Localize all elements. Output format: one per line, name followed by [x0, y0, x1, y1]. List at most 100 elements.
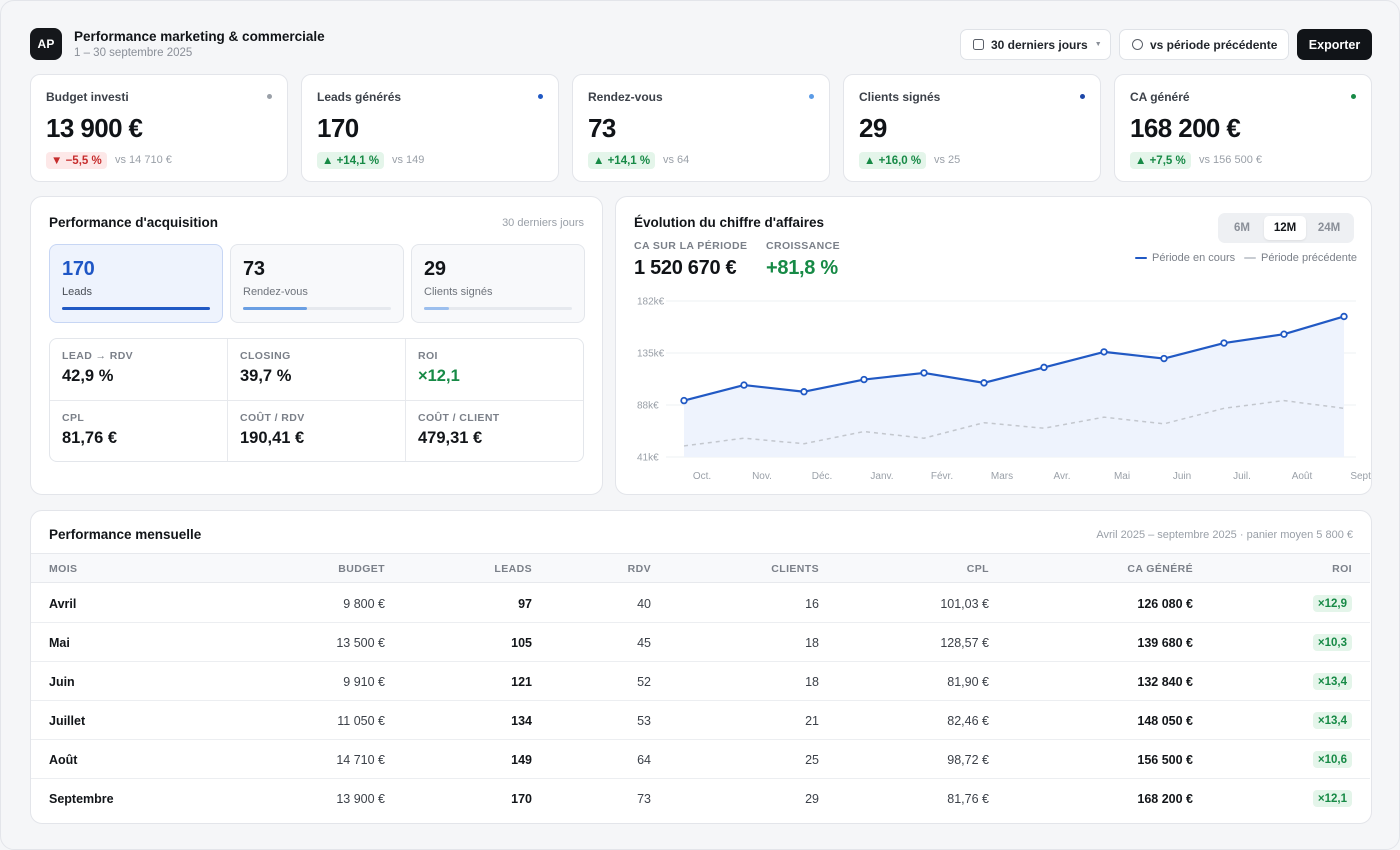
metrics-grid: LEAD → RDV 42,9 % CLOSING 39,7 % ROI ×12,1 CPL… [49, 338, 584, 462]
metric-value: 479,31 € [418, 429, 483, 447]
monthly-table-panel: Performance mensuelle Avril 2025 – septe… [30, 510, 1372, 824]
funnel-step-2[interactable]: 73 Rendez-vous [230, 244, 404, 323]
column-header[interactable]: ROI [1332, 563, 1352, 575]
growth-value: +81,8 % [766, 257, 838, 279]
kpi-status-dot [1080, 94, 1085, 99]
data-point [1280, 330, 1288, 338]
data-point [1160, 354, 1168, 363]
roi-badge: ×10,6 [1312, 751, 1352, 768]
cell-mois: Mai [49, 636, 70, 650]
kpi-delta-badge: ▲ +7,5 % [1130, 152, 1191, 169]
roi-badge: ×13,4 [1312, 712, 1352, 729]
x-tick-label: Sept. [1350, 471, 1371, 482]
kpi-status-dot [1351, 94, 1356, 99]
funnel-progress-fill [424, 307, 450, 310]
table-title: Performance mensuelle [49, 527, 202, 542]
metric-value: 190,41 € [240, 429, 305, 447]
kpi-card: Clients signés 29 ▲ +16,0 % vs 25 [843, 74, 1101, 182]
table-row[interactable]: Avril 9 800 € 97 40 16 101,03 € 126 080 € ×12,9 [31, 584, 1370, 623]
table-row[interactable]: Juin 9 910 € 121 52 18 81,90 € 132 840 € ×13,4 [31, 662, 1370, 701]
date-range-select[interactable]: 30 derniers jours ▼ [960, 29, 1111, 60]
kpi-status-dot [809, 94, 814, 99]
metric-label: COÛT / CLIENT [418, 412, 500, 424]
tab-24m[interactable]: 24M [1317, 222, 1341, 234]
y-tick-label: 88k€ [637, 401, 659, 412]
cell-rdv: 40 [637, 597, 651, 611]
kpi-value: 29 [859, 113, 887, 143]
metric-cell: CPL 81,76 € [50, 401, 228, 463]
column-header[interactable]: BUDGET [338, 563, 385, 575]
x-tick-label: Janv. [870, 471, 893, 482]
series-line-current [683, 315, 1345, 402]
cell-rdv: 52 [637, 675, 651, 689]
column-header[interactable]: MOIS [49, 563, 78, 575]
cell-ca: 132 840 € [1137, 675, 1193, 689]
data-point [920, 369, 928, 377]
table-row[interactable]: Juillet 11 050 € 134 53 21 82,46 € 148 050 € ×1… [31, 701, 1370, 740]
compare-toggle[interactable]: vs période précédente [1119, 29, 1289, 60]
cell-rdv: 73 [637, 792, 651, 806]
cell-budget: 11 050 € [337, 714, 385, 728]
roi-badge: ×12,9 [1312, 595, 1352, 612]
x-tick-label: Nov. [752, 471, 772, 482]
kpi-value: 170 [317, 113, 359, 143]
kpi-comparison: vs 14 710 € [115, 154, 172, 166]
cell-cpl: 82,46 € [947, 714, 989, 728]
column-header[interactable]: LEADS [494, 563, 532, 575]
table-row[interactable]: Août 14 710 € 149 64 25 98,72 € 156 500 € ×10,6 [31, 740, 1370, 779]
column-header[interactable]: CPL [966, 563, 989, 575]
cell-mois: Août [49, 753, 78, 767]
funnel-label: Clients signés [424, 286, 493, 298]
cell-clients: 29 [805, 792, 819, 806]
acquisition-period: 30 derniers jours [502, 217, 584, 229]
page-title: Performance marketing & commerciale [74, 29, 325, 44]
metric-label: LEAD → RDV [62, 350, 134, 362]
metric-cell: COÛT / CLIENT 479,31 € [406, 401, 584, 463]
column-header[interactable]: CA GÉNÉRÉ [1127, 563, 1193, 575]
period-revenue-label: CA SUR LA PÉRIODE [634, 240, 748, 252]
legend-previous-swatch [1244, 257, 1256, 259]
cell-clients: 16 [805, 597, 819, 611]
metric-label: CLOSING [240, 350, 291, 362]
acquisition-title: Performance d'acquisition [49, 215, 219, 230]
metric-cell: LEAD → RDV 42,9 % [50, 339, 228, 401]
brand-logo: AP [30, 28, 62, 60]
legend-current-swatch [1135, 257, 1147, 259]
cell-clients: 21 [805, 714, 819, 728]
funnel-progress-track [62, 307, 210, 310]
table-meta: Avril 2025 – septembre 2025 · panier moy… [1096, 529, 1353, 541]
funnel-step-1[interactable]: 170 Leads [49, 244, 223, 323]
legend-previous: Période précédente [1244, 252, 1357, 264]
kpi-comparison: vs 149 [392, 154, 425, 166]
funnel-step-3[interactable]: 29 Clients signés [411, 244, 585, 323]
kpi-label: Rendez-vous [588, 90, 663, 104]
tab-12m[interactable]: 12M [1264, 216, 1306, 240]
funnel-progress-fill [62, 307, 210, 310]
funnel-value: 73 [243, 258, 265, 280]
kpi-label: Leads générés [317, 90, 402, 104]
table-row[interactable]: Mai 13 500 € 105 45 18 128,57 € 139 680 € ×10,3 [31, 623, 1370, 662]
metric-label: ROI [418, 350, 438, 362]
x-tick-label: Août [1292, 471, 1313, 482]
kpi-comparison: vs 25 [934, 154, 961, 166]
cell-cpl: 101,03 € [940, 597, 989, 611]
column-header[interactable]: CLIENTS [771, 563, 819, 575]
metric-value: 42,9 % [62, 367, 114, 385]
funnel-progress-fill [243, 307, 307, 310]
y-tick-label: 41k€ [637, 453, 659, 464]
export-button[interactable]: Exporter [1297, 29, 1372, 60]
date-range-label: 30 derniers jours [991, 37, 1088, 52]
funnel-progress-track [243, 307, 391, 310]
cell-budget: 9 910 € [343, 675, 385, 689]
page-header: AP Performance marketing & commerciale 1… [30, 27, 1372, 63]
cell-mois: Juin [49, 675, 75, 689]
kpi-card: Leads générés 170 ▲ +14,1 % vs 149 [301, 74, 559, 182]
tab-6m[interactable]: 6M [1234, 222, 1250, 234]
kpi-card: Budget investi 13 900 € ▼ −5,5 % vs 14 710 … [30, 74, 288, 182]
cell-cpl: 81,76 € [947, 792, 989, 806]
acquisition-panel: Performance d'acquisition 30 derniers jo… [30, 196, 603, 495]
kpi-delta-badge: ▲ +14,1 % [588, 152, 656, 169]
table-row[interactable]: Septembre 13 900 € 170 73 29 81,76 € 168 200 €… [31, 779, 1370, 818]
column-header[interactable]: RDV [627, 563, 651, 575]
cell-budget: 9 800 € [343, 597, 385, 611]
